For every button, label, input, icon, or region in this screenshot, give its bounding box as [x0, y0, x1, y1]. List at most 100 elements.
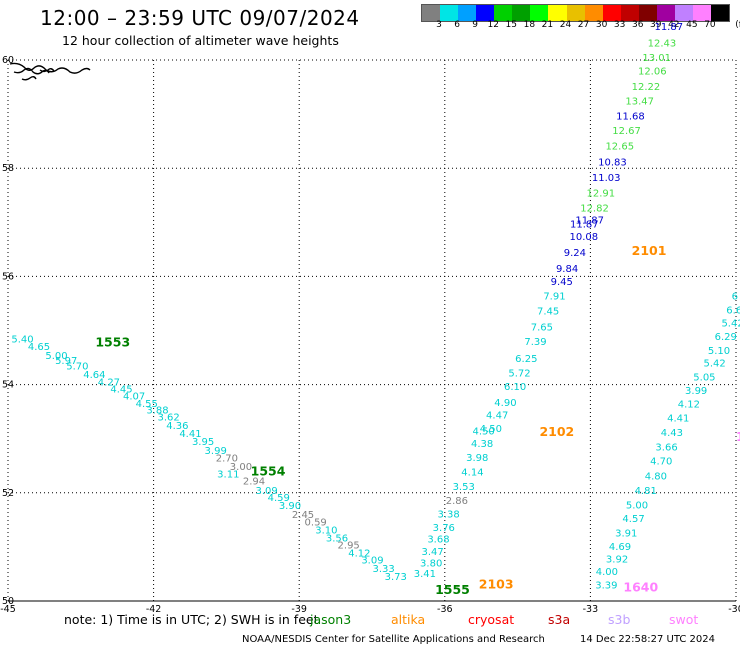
- wave-height-value: 3.95: [192, 437, 214, 448]
- wave-height-chart: -45-42-39-36-33-30505254565860 5.404.655…: [0, 22, 740, 612]
- wave-height-value: 4.69: [609, 542, 631, 553]
- wave-height-value: 9.84: [556, 264, 578, 275]
- wave-height-value: 3.66: [655, 443, 677, 454]
- scale-label: 9: [472, 20, 479, 30]
- scale-label: 27: [577, 20, 590, 30]
- satellite-legend-cryosat: cryosat: [468, 612, 515, 627]
- wave-height-value: 4.50: [472, 426, 494, 437]
- wave-height-value: 3.98: [466, 453, 488, 464]
- pass-time-label: 164: [736, 429, 740, 444]
- scale-swatch: [620, 5, 639, 21]
- satellite-legend-swot: swot: [669, 612, 699, 627]
- wave-height-value: 3.73: [385, 572, 407, 583]
- chart-grid: [7, 59, 737, 602]
- wave-height-value: 5.70: [66, 361, 88, 372]
- coastline: [9, 62, 91, 81]
- satellite-legend-altika: altika: [391, 612, 426, 627]
- scale-swatch: [638, 5, 657, 21]
- wave-height-value: 3.56: [326, 533, 348, 544]
- scale-swatch: [440, 5, 459, 21]
- scale-label: 42: [668, 20, 680, 30]
- scale-unit: (ft): [735, 20, 740, 30]
- coastline-path: [9, 62, 91, 81]
- scale-label: 21: [541, 20, 554, 30]
- wave-height-value: 4.43: [661, 428, 683, 439]
- wave-height-value: 2.45: [292, 510, 314, 521]
- wave-height-value: 10.83: [598, 157, 627, 168]
- wave-height-value: 2.94: [243, 477, 265, 488]
- x-tick-label: -39: [291, 604, 307, 612]
- scale-label: 36: [631, 20, 644, 30]
- wave-height-value: 3.39: [595, 581, 617, 592]
- pass-time-label: 1555: [435, 582, 470, 597]
- scale-label: 70: [704, 20, 716, 30]
- wave-height-value: 3.99: [205, 446, 227, 457]
- wave-height-value: 4.00: [596, 567, 618, 578]
- wave-height-value: 3.11: [217, 470, 239, 481]
- scale-swatch: [512, 5, 531, 21]
- wave-height-value: 6.6: [726, 306, 740, 317]
- x-tick-label: -45: [0, 604, 16, 612]
- x-tick-label: -36: [437, 604, 453, 612]
- wave-height-value: 6.25: [515, 354, 537, 365]
- scale-swatch: [476, 5, 495, 21]
- wave-height-value: 3.68: [427, 535, 449, 546]
- scale-swatch: [530, 5, 549, 21]
- wave-height-value: 4.59: [268, 493, 290, 504]
- footer-note: note: 1) Time is in UTC; 2) SWH is in fe…: [64, 612, 319, 627]
- wave-height-value: 3.41: [414, 569, 436, 580]
- wave-height-value: 4.38: [471, 439, 493, 450]
- wave-height-value: 4.45: [110, 385, 132, 396]
- footer-timestamp: 14 Dec 22:58:27 UTC 2024: [580, 634, 715, 645]
- wave-height-value: 9.45: [551, 277, 573, 288]
- wave-height-value: 3.62: [157, 412, 179, 423]
- scale-swatch: [458, 5, 477, 21]
- wave-height-value: 2.95: [338, 541, 360, 552]
- y-tick-label: 60: [2, 55, 14, 66]
- scale-label: 6: [454, 20, 460, 30]
- wave-height-value: 5.05: [693, 372, 715, 383]
- y-tick-label: 56: [2, 271, 14, 282]
- wave-height-value: 0.59: [305, 517, 327, 528]
- wave-height-value: 4.80: [645, 471, 667, 482]
- wave-height-value: 4.12: [678, 399, 700, 410]
- wave-height-value: 4.55: [136, 399, 158, 410]
- x-tick-label: -42: [146, 604, 162, 612]
- wave-height-value: 7.65: [531, 323, 553, 334]
- wave-height-value: 5.97: [55, 356, 77, 367]
- wave-height-value: 5.42: [703, 359, 725, 370]
- wave-height-value: 4.57: [622, 514, 644, 525]
- wave-height-value: 3.53: [453, 482, 475, 493]
- wave-height-value: 11.68: [616, 112, 645, 123]
- wave-height-value: 3.00: [230, 462, 252, 473]
- wave-height-value: 13.47: [625, 96, 654, 107]
- wave-height-value: 3.92: [606, 555, 628, 566]
- scale-label: 18: [523, 20, 536, 30]
- pass-time-label: 2102: [539, 424, 574, 439]
- scale-label: 30: [595, 20, 608, 30]
- wave-height-value: 6.10: [504, 382, 526, 393]
- scale-label: 39: [650, 20, 662, 30]
- scale-swatch: [566, 5, 585, 21]
- scale-label: 45: [686, 20, 698, 30]
- wave-height-value: 12.06: [638, 67, 667, 78]
- wave-height-value: 2.86: [446, 496, 468, 507]
- wave-height-value: 4.41: [667, 413, 689, 424]
- scale-label: 15: [505, 20, 517, 30]
- color-scale: [421, 4, 730, 22]
- scale-label: 33: [613, 20, 626, 30]
- y-tick-label: 52: [2, 488, 14, 499]
- scale-label: 24: [559, 20, 572, 30]
- wave-height-value: 6: [732, 292, 738, 303]
- scale-swatch: [692, 5, 711, 21]
- wave-height-value: 5.00: [45, 351, 67, 362]
- axis-ticks: -45 -42 -39 -36 -33 -30 50 52 54 56 58 60: [0, 55, 740, 612]
- pass-time-label: 1553: [95, 335, 130, 350]
- wave-height-value: 13.01: [642, 53, 671, 64]
- wave-height-value: 12.91: [587, 188, 616, 199]
- y-tick-label: 50: [2, 596, 14, 607]
- wave-height-value: 4.65: [28, 342, 50, 353]
- wave-height-value: 11.03: [592, 173, 621, 184]
- scale-label: 3: [436, 20, 442, 30]
